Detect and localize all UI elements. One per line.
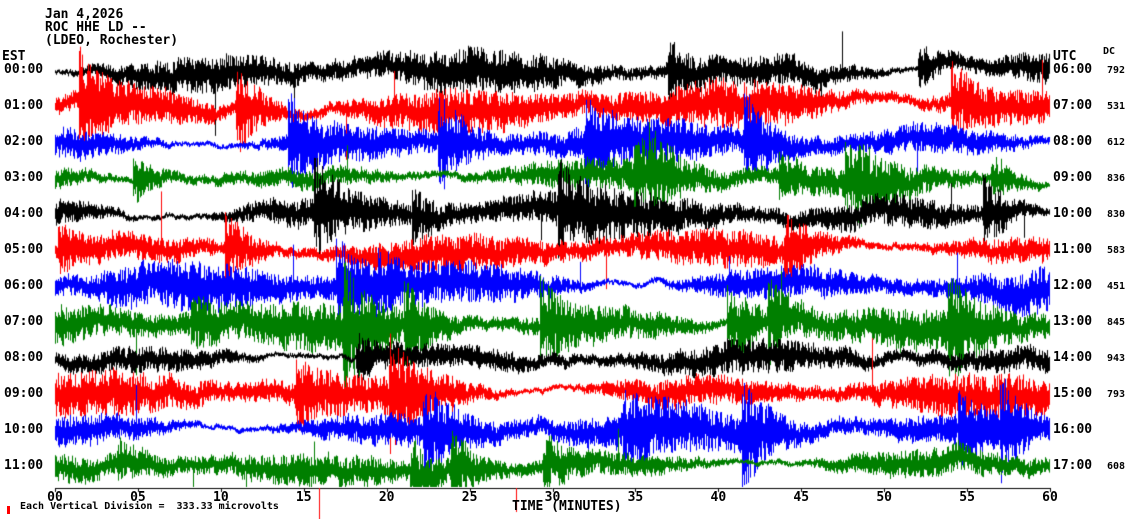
row-dc-value: 608 [1106, 461, 1125, 472]
x-tick-label: 55 [959, 490, 975, 505]
row-dc-value: 612 [1106, 137, 1125, 148]
est-axis-label: EST [2, 49, 26, 64]
x-tick-label: 00 [47, 490, 63, 505]
station-label: ROC HHE LD -- [45, 20, 147, 35]
row-est-label: 05:00 [4, 242, 44, 257]
row-est-label: 04:00 [4, 206, 44, 221]
row-utc-label: 07:00 [1053, 98, 1093, 113]
row-est-label: 08:00 [4, 350, 44, 365]
row-utc-label: 17:00 [1053, 458, 1093, 473]
row-est-label: 02:00 [4, 134, 44, 149]
row-utc-label: 16:00 [1053, 422, 1093, 437]
row-est-label: 09:00 [4, 386, 44, 401]
x-tick-label: 25 [461, 490, 478, 505]
x-tick-label: 05 [130, 490, 146, 505]
x-tick-label: 60 [1042, 490, 1058, 505]
footer-note: Each Vertical Division = 333.33 microvol… [20, 501, 279, 512]
row-utc-label: 08:00 [1053, 134, 1093, 149]
row-utc-label: 14:00 [1053, 350, 1093, 365]
row-dc-value: 943 [1106, 353, 1125, 364]
x-axis-title: TIME (MINUTES) [512, 499, 622, 514]
red-tick-marker [7, 506, 10, 514]
row-dc-value: 836 [1106, 173, 1125, 184]
location-label: (LDEO, Rochester) [45, 33, 179, 48]
row-est-label: 00:00 [4, 62, 44, 77]
row-utc-label: 12:00 [1053, 278, 1093, 293]
row-dc-value: 830 [1106, 209, 1125, 220]
row-utc-label: 10:00 [1053, 206, 1093, 221]
x-tick-label: 20 [378, 490, 395, 505]
row-est-label: 06:00 [4, 278, 44, 293]
row-utc-label: 11:00 [1053, 242, 1093, 257]
x-tick-label: 35 [627, 490, 644, 505]
row-dc-value: 845 [1106, 317, 1125, 328]
row-dc-value: 451 [1106, 281, 1125, 292]
row-est-label: 10:00 [4, 422, 44, 437]
x-tick-label: 40 [710, 490, 727, 505]
x-tick-label: 30 [544, 490, 561, 505]
row-utc-label: 13:00 [1053, 314, 1093, 329]
row-dc-value: 531 [1106, 101, 1125, 112]
date-label: Jan 4,2026 [45, 7, 124, 22]
dc-axis-label: DC [1103, 46, 1116, 57]
row-est-label: 03:00 [4, 170, 44, 185]
row-est-label: 11:00 [4, 458, 44, 473]
x-tick-label: 10 [213, 490, 229, 505]
row-utc-label: 09:00 [1053, 170, 1093, 185]
utc-axis-label: UTC [1053, 49, 1077, 64]
row-est-label: 07:00 [4, 314, 44, 329]
x-tick-label: 15 [295, 490, 312, 505]
row-dc-value: 583 [1106, 245, 1125, 256]
row-est-label: 01:00 [4, 98, 44, 113]
x-tick-label: 45 [793, 490, 810, 505]
x-tick-label: 50 [876, 490, 892, 505]
row-utc-label: 06:00 [1053, 62, 1093, 77]
row-dc-value: 792 [1106, 65, 1125, 76]
row-dc-value: 793 [1106, 389, 1125, 400]
row-utc-label: 15:00 [1053, 386, 1093, 401]
